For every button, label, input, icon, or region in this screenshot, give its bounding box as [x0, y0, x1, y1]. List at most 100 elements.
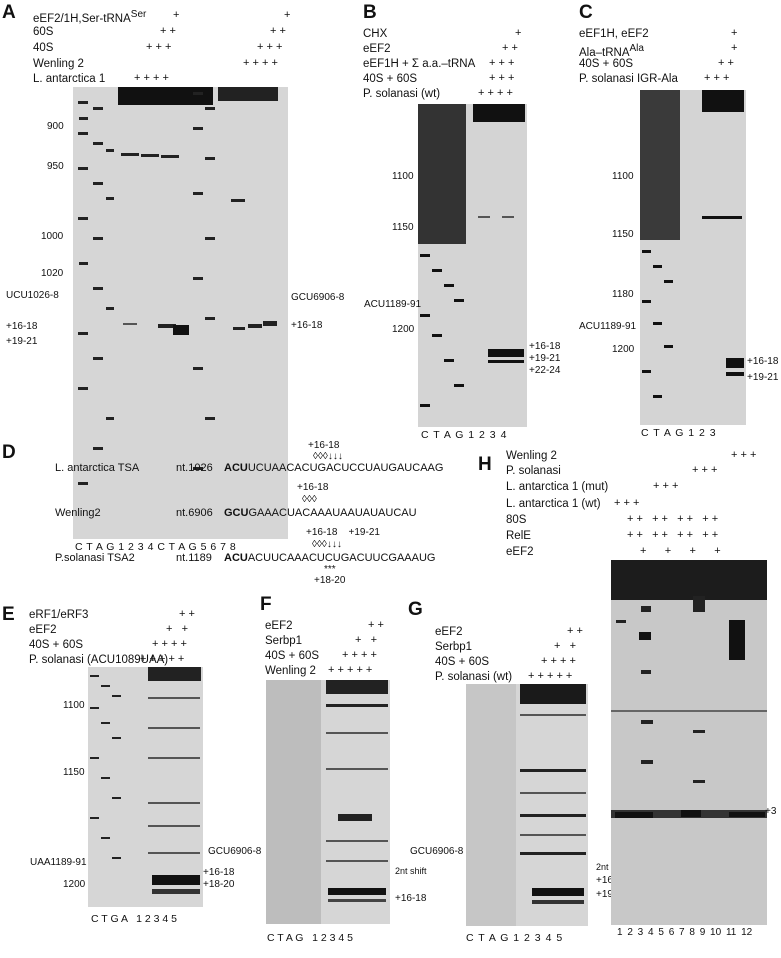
b-marker-1150: 1150 [392, 222, 414, 233]
e-site: UAA1189-91 [30, 857, 87, 868]
h-plus-5: + + + + + + + + [627, 513, 719, 525]
gel-h [611, 560, 767, 925]
h-condition-6: RelE [506, 530, 531, 542]
panel-label-a: A [2, 2, 16, 23]
panel-label-g: G [408, 599, 423, 620]
b-plus-2: + + [502, 42, 518, 54]
d-row2-marks: ◊◊◊ [302, 494, 317, 505]
f-ann-16-18: +16-18 [395, 893, 427, 904]
gel-f [266, 680, 390, 924]
b-condition-4: 40S + 60S [363, 73, 418, 85]
b-marker-1100: 1100 [392, 171, 414, 182]
gel-g [466, 684, 588, 926]
a-condition-5: L. antarctica 1 [33, 73, 106, 85]
a-marker-900: 900 [47, 121, 64, 132]
a-plus-row-8: + + + + [243, 57, 278, 69]
a-plus-row-7: + + + [257, 41, 283, 53]
b-ann-22-24: +22-24 [529, 365, 561, 376]
b-condition-2: eEF2 [363, 43, 391, 55]
e-marker-1100: 1100 [63, 700, 85, 711]
h-condition-1: Wenling 2 [506, 450, 557, 462]
b-condition-1: CHX [363, 28, 388, 40]
a-marker-1000: 1000 [41, 231, 64, 242]
h-plus-3: + + + [653, 480, 679, 492]
c-condition-1: eEF1H, eEF2 [579, 28, 649, 40]
d-row2-above: +16-18 [297, 482, 329, 493]
e-condition-4: P. solanasi (ACU1089UAA) [29, 654, 169, 666]
d-row2-nt: nt.6906 [176, 507, 213, 519]
gel-a [73, 87, 288, 539]
e-condition-2: eEF2 [29, 624, 57, 636]
d-row3-nt: nt.1189 [176, 552, 212, 564]
b-condition-5: P. solanasi (wt) [363, 88, 441, 100]
a-lane-labels: C T A G 1 2 3 4 C T A G 5 6 7 8 [75, 541, 236, 553]
d-row3-org: P.solanasi TSA2 [55, 552, 135, 564]
a-plus-row-4: + + + + [134, 72, 169, 84]
e-ann-16-18: +16-18 [203, 867, 235, 878]
e-condition-3: 40S + 60S [29, 639, 84, 651]
d-row1-nt: nt.1026 [176, 462, 213, 474]
b-plus-1: + [515, 27, 522, 39]
d-row1-seq: ACUUCUAACACUGACUCCUAUGAUCAAG [224, 462, 444, 474]
h-lane-labels: 1 2 3 4 5 6 7 8 9 10 11 12 [617, 927, 753, 938]
panel-label-b: B [363, 2, 377, 23]
f-condition-2: Serbp1 [265, 635, 303, 647]
g-condition-4: P. solanasi (wt) [435, 671, 513, 683]
c-ann-16-18: +16-18 [747, 356, 779, 367]
f-lane-labels: C T A G 1 2 3 4 5 [267, 932, 353, 944]
c-plus-4: + + + [704, 72, 730, 84]
b-ann-16-18: +16-18 [529, 341, 561, 352]
g-plus-4: + + + + + [528, 670, 573, 682]
b-marker-1200: 1200 [392, 324, 415, 335]
c-site: ACU1189-91 [579, 321, 637, 332]
a-plus-row-1: + [173, 9, 180, 21]
a-left-16-18: +16-18 [6, 321, 38, 332]
f-condition-4: Wenling 2 [265, 665, 316, 677]
a-plus-row-6: + + [270, 25, 286, 37]
h-condition-2: P. solanasi [506, 465, 561, 477]
b-plus-4: + + + [489, 72, 515, 84]
c-plus-2: + [731, 42, 738, 54]
f-site: GCU6906-8 [208, 846, 262, 857]
d-row3-stars: *** [324, 564, 336, 575]
c-marker-1100: 1100 [612, 171, 634, 182]
e-lane-labels: C T G A 1 2 3 4 5 [91, 913, 177, 925]
f-condition-1: eEF2 [265, 620, 293, 632]
h-plus-4: + + + [614, 497, 640, 509]
d-row1-marks: ◊◊◊↓↓↓ [313, 451, 343, 462]
a-condition-4: Wenling 2 [33, 58, 84, 70]
a-condition-3: 40S [33, 42, 54, 54]
d-row3-above: +16-18 +19-21 [306, 527, 380, 538]
a-plus-row-3: + + + [146, 41, 172, 53]
e-marker-1150: 1150 [63, 767, 85, 778]
d-row2-seq: GCUGAAACUACAAAUAAUAUAUCAU [224, 507, 417, 519]
c-condition-2: Ala–tRNAAla [579, 43, 644, 59]
h-plus-2: + + + [692, 464, 718, 476]
panel-label-e: E [2, 604, 15, 625]
h-condition-7: eEF2 [506, 546, 534, 558]
panel-label-h: H [478, 454, 492, 475]
f-plus-2: + + [355, 634, 378, 646]
c-plus-1: + [731, 27, 738, 39]
e-plus-2: + + [166, 623, 189, 635]
c-marker-1150: 1150 [612, 229, 634, 240]
d-row2-org: Wenling2 [55, 507, 101, 519]
g-condition-1: eEF2 [435, 626, 463, 638]
b-lane-labels: C T A G 1 2 3 4 [421, 429, 507, 441]
a-marker-1020: 1020 [41, 268, 64, 279]
e-plus-3: + + + + [152, 638, 187, 650]
gel-e [88, 667, 203, 907]
h-plus-1: + + + [731, 449, 757, 461]
b-plus-5: + + + + [478, 87, 513, 99]
e-marker-1200: 1200 [63, 879, 86, 890]
c-ann-19-21: +19-21 [747, 372, 779, 383]
d-row3-marks: ◊◊◊↓↓↓ [312, 539, 342, 550]
c-marker-1200: 1200 [612, 344, 635, 355]
c-condition-3: 40S + 60S [579, 58, 634, 70]
gel-b [418, 104, 527, 427]
c-lane-labels: C T A G 1 2 3 [641, 427, 716, 439]
a-plus-row-2: + + [160, 25, 176, 37]
f-condition-3: 40S + 60S [265, 650, 320, 662]
a-condition-2: 60S [33, 26, 54, 38]
a-right-16-18: +16-18 [291, 320, 323, 331]
